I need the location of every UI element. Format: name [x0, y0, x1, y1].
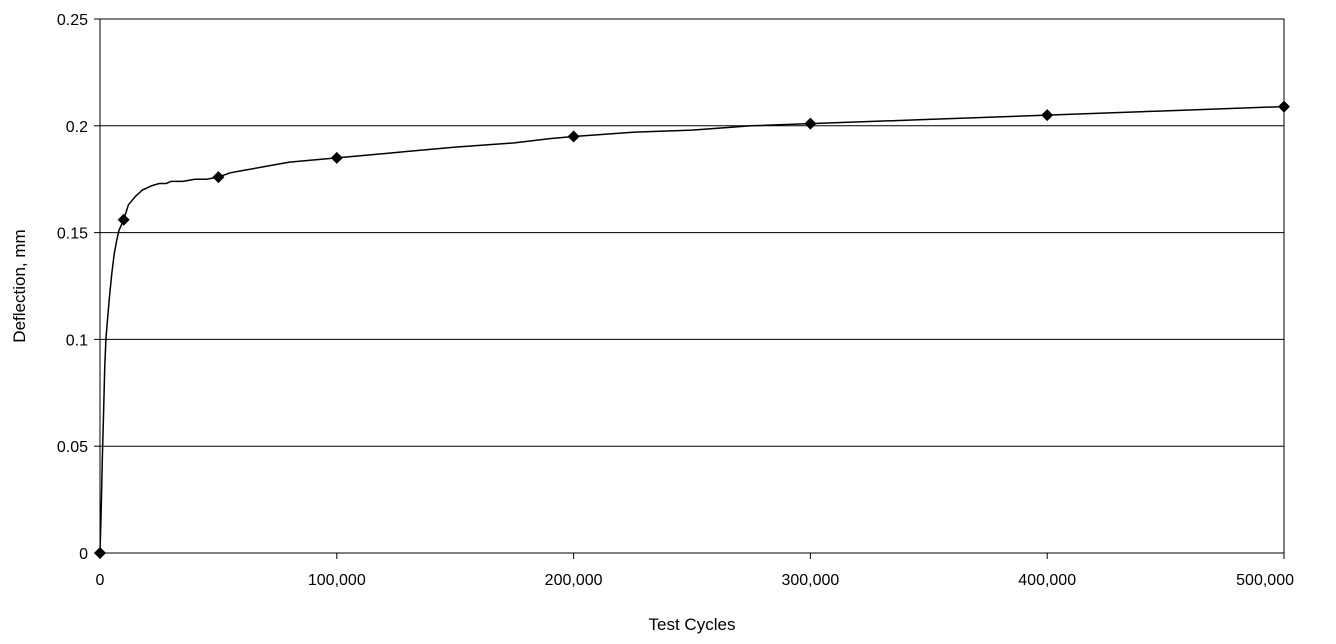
x-tick-label: 300,000 [781, 572, 839, 589]
data-point-marker [1278, 100, 1290, 113]
data-point-marker [212, 171, 225, 184]
x-tick-label: 500,000 [1236, 572, 1294, 589]
data-point-marker [330, 151, 343, 164]
y-tick-label: 0 [79, 546, 88, 563]
y-axis-title: Deflection, mm [10, 229, 29, 342]
x-tick-label: 200,000 [545, 572, 603, 589]
series-line [99, 105, 1285, 554]
x-tick-label: 400,000 [1018, 572, 1076, 589]
grid-lines [100, 125, 1284, 447]
x-axis-title: Test Cycles [649, 615, 736, 634]
y-tick-label: 0.05 [57, 439, 88, 456]
y-axis: 0 0.05 0.1 0.15 0.2 0.25 [57, 12, 100, 563]
data-point-marker [804, 117, 817, 130]
x-tick-label: 100,000 [308, 572, 366, 589]
x-tick-label: 0 [96, 572, 105, 589]
y-tick-label: 0.25 [57, 12, 88, 29]
plot-area-frame [99, 18, 1285, 554]
data-point-marker [117, 213, 130, 226]
data-point-marker [94, 547, 106, 559]
y-tick-label: 0.1 [66, 332, 88, 349]
series-markers [94, 100, 1290, 559]
data-point-marker [1041, 109, 1054, 122]
data-point-marker [567, 130, 580, 143]
x-axis: 0 100,000 200,000 300,000 400,000 500,000 [96, 553, 1294, 589]
y-tick-label: 0.15 [57, 226, 88, 243]
y-tick-label: 0.2 [66, 119, 88, 136]
